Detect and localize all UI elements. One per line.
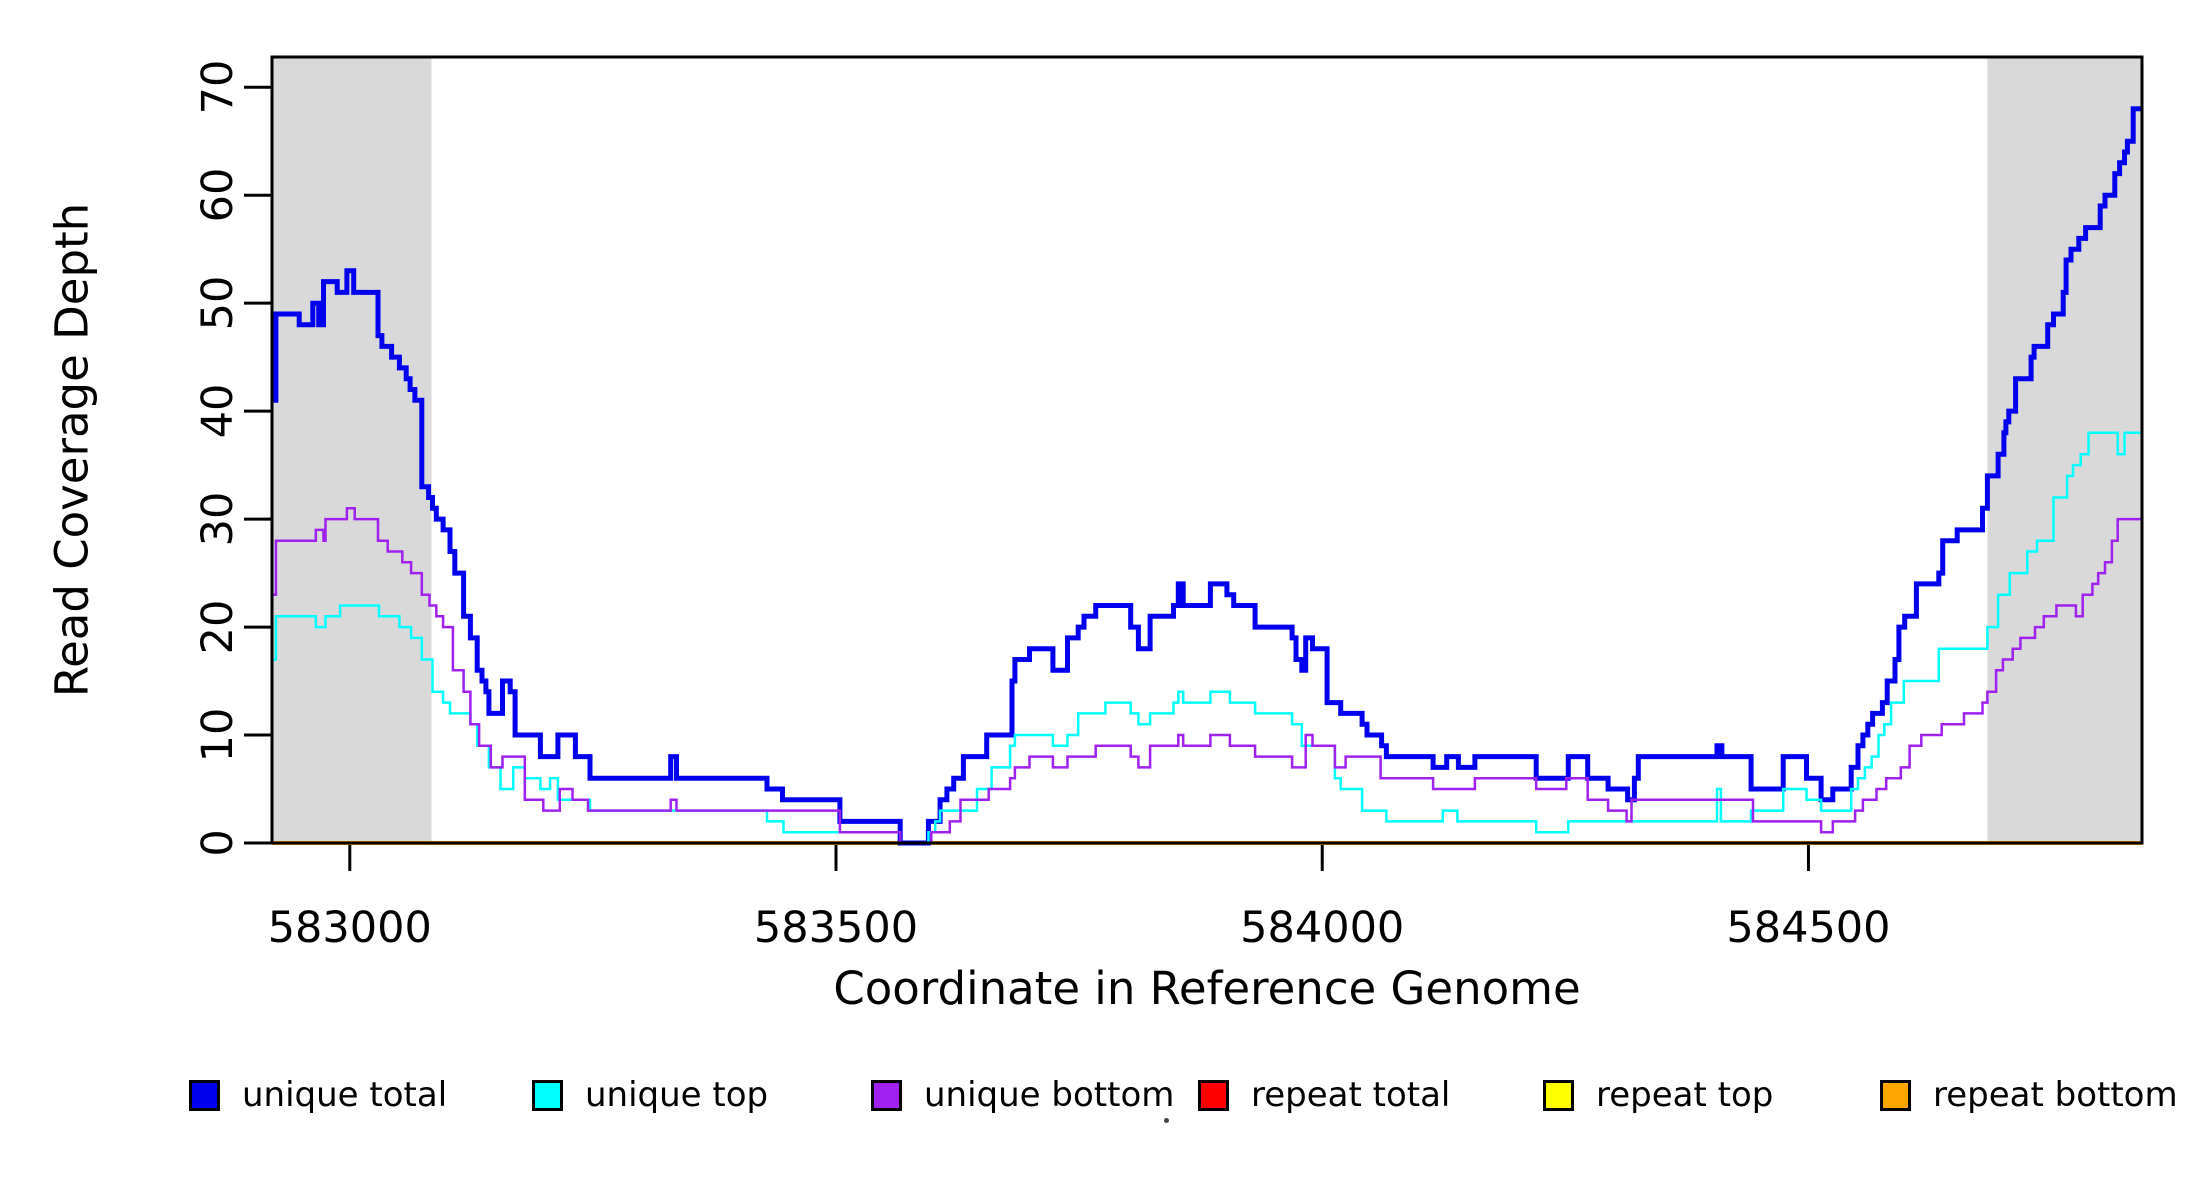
- stray-dot: [1164, 1118, 1169, 1123]
- plot-legend: unique total unique top unique bottom repea…: [0, 1062, 2200, 1132]
- legend-label: repeat top: [1596, 1075, 1774, 1115]
- y-axis-title: Read Coverage Depth: [45, 202, 99, 698]
- y-tick-label-40: 40: [193, 383, 243, 439]
- series-line-unique-total: [272, 106, 2142, 846]
- legend-label: repeat total: [1251, 1075, 1451, 1115]
- series-line-unique-bottom: [272, 507, 2142, 845]
- highlight-band-0: [272, 57, 432, 843]
- legend-swatch-unique-top: [532, 1079, 563, 1111]
- legend-item-repeat-bottom: repeat bottom: [1880, 1062, 2178, 1128]
- legend-label: unique total: [242, 1075, 448, 1115]
- legend-item-unique-total: unique total: [189, 1062, 447, 1128]
- y-tick-label-10: 10: [193, 707, 243, 763]
- x-tick-label-583000: 583000: [267, 903, 432, 953]
- legend-swatch-repeat-total: [1198, 1079, 1229, 1111]
- legend-item-unique-bottom: unique bottom: [871, 1062, 1174, 1128]
- legend-swatch-unique-total: [189, 1079, 220, 1111]
- legend-swatch-repeat-bottom: [1880, 1079, 1911, 1111]
- legend-item-repeat-total: repeat total: [1198, 1062, 1450, 1128]
- legend-label: unique top: [585, 1075, 769, 1115]
- legend-swatch-unique-bottom: [871, 1079, 902, 1111]
- y-tick-label-30: 30: [193, 491, 243, 547]
- y-tick-label-60: 60: [193, 167, 243, 223]
- legend-label: repeat bottom: [1933, 1075, 2178, 1115]
- legend-label: unique bottom: [924, 1075, 1175, 1115]
- y-tick-label-20: 20: [193, 599, 243, 655]
- legend-item-unique-top: unique top: [532, 1062, 768, 1128]
- y-tick-label-0: 0: [193, 829, 243, 857]
- x-tick-label-583500: 583500: [753, 903, 919, 953]
- y-tick-label-70: 70: [193, 59, 243, 115]
- plot-frame: [270, 55, 2144, 845]
- x-tick-label-584000: 584000: [1240, 903, 1405, 953]
- legend-item-repeat-top: repeat top: [1543, 1062, 1773, 1128]
- x-tick-label-584500: 584500: [1726, 903, 1891, 953]
- x-axis-title: Coordinate in Reference Genome: [833, 962, 1581, 1015]
- y-tick-label-50: 50: [193, 275, 243, 331]
- legend-swatch-repeat-top: [1543, 1079, 1574, 1111]
- series-line-unique-top: [272, 431, 2142, 845]
